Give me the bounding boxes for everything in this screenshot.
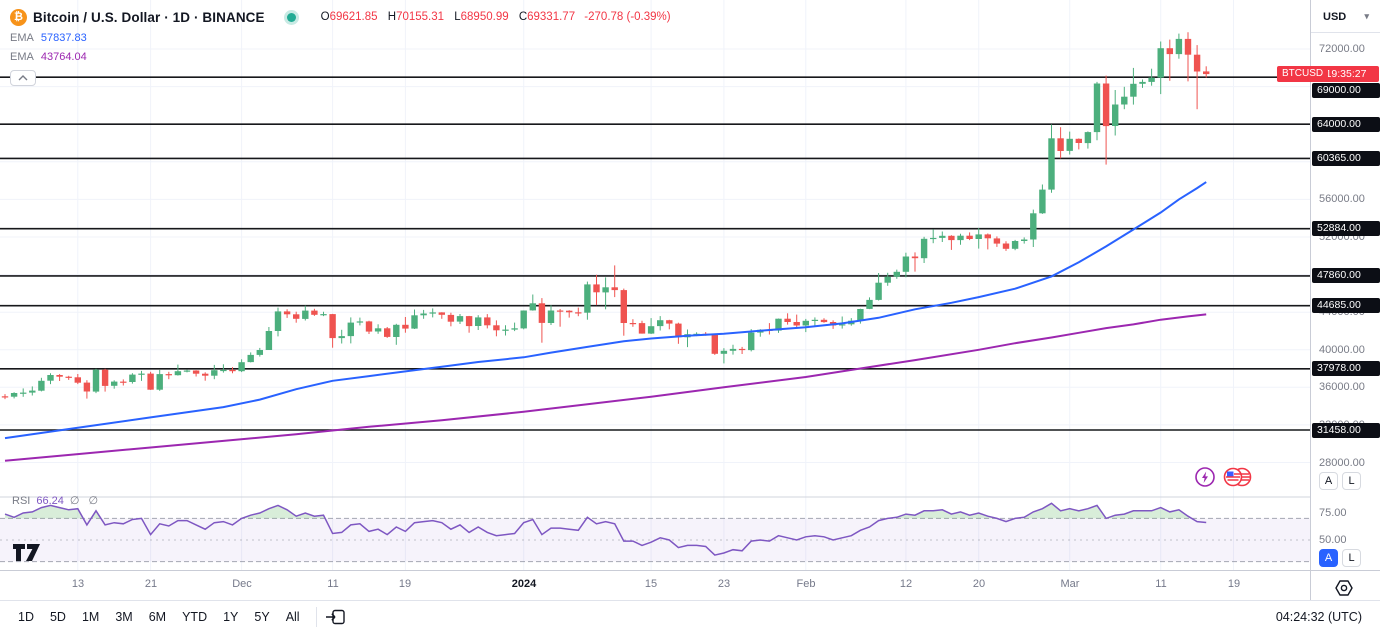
bottom-toolbar: 1D 5D 1M 3M 6M YTD 1Y 5Y All 04:24:32 (UTC) [0,600,1380,633]
economic-events-flags-icon[interactable] [1222,466,1254,488]
chevron-down-icon: ▾ [1364,11,1369,21]
ema-slow-line[interactable] [4,313,1207,462]
time-tick: 19 [1227,578,1241,590]
price-tick: 56000.00 [1319,192,1365,207]
time-tick: Mar [1060,578,1080,590]
low-label: L [454,11,461,23]
bar-countdown: 19:35:27 [1313,66,1379,82]
open-label: O [320,11,330,23]
symbol-price-tag: BTCUSD [1277,66,1329,82]
time-tick: 11 [1155,578,1167,590]
range-button-6m[interactable]: 6M [148,610,167,624]
time-tick: 11 [327,578,339,590]
collapse-panel-button[interactable] [10,70,36,86]
change-value: -270.78 (-0.39%) [584,11,671,23]
price-level-label: 52884.00 [1312,221,1380,236]
range-button-5d[interactable]: 5D [49,610,66,624]
chart-canvas[interactable] [0,0,1310,570]
rsi-legend[interactable]: RSI 66.24 ∅ ∅ [12,494,102,508]
range-button-ytd[interactable]: YTD [182,610,208,624]
price-tick: 72000.00 [1319,42,1365,57]
low-value: 68950.99 [460,11,509,23]
range-button-5y[interactable]: 5Y [254,610,270,624]
open-value: 69621.85 [329,11,378,23]
high-label: H [387,11,397,23]
time-tick: 15 [644,578,658,590]
log-scale-button[interactable]: L [1342,472,1361,490]
ema-slow-value: 43764.04 [40,50,87,63]
price-level-lines[interactable] [0,76,1310,431]
price-tick: 40000.00 [1319,343,1365,358]
goto-date-button[interactable] [325,607,347,627]
session-clock[interactable]: 04:24:32 (UTC) [1275,610,1362,624]
symbol-title[interactable]: Bitcoin / U.S. Dollar · 1D · BINANCE [33,9,265,25]
price-level-label: 69000.00 [1312,83,1380,98]
ema-slow-legend[interactable]: EMA 43764.04 [10,47,671,66]
time-tick: 20 [972,578,986,590]
ema-fast-legend[interactable]: EMA 57837.83 [10,28,671,47]
toolbar-divider [315,607,317,627]
rsi-tick: 50.00 [1319,533,1347,548]
close-value: 69331.77 [527,11,576,23]
high-value: 70155.31 [396,11,445,23]
time-tick: 13 [71,578,85,590]
rsi-params: ∅ ∅ [69,495,102,507]
time-tick: 19 [398,578,412,590]
tradingview-logo-icon[interactable] [12,543,42,567]
time-tick: 2024 [511,578,537,590]
currency-label: USD [1323,10,1347,23]
range-button-1d[interactable]: 1D [18,610,34,624]
price-tick: 28000.00 [1319,456,1365,471]
calendar-goto-icon [325,609,345,625]
symbol-row[interactable]: ₿ Bitcoin / U.S. Dollar · 1D · BINANCE O… [10,6,671,28]
ema-fast-line[interactable] [4,181,1207,440]
market-status-icon[interactable] [286,12,296,22]
time-tick: Dec [232,578,252,590]
settings-gear-icon[interactable] [1333,577,1357,599]
close-label: C [518,11,528,23]
price-level-label: 47860.00 [1312,268,1380,283]
rsi-name: RSI [12,494,31,507]
price-level-label: 44685.00 [1312,298,1380,313]
rsi-value: 66.24 [36,494,64,507]
time-axis[interactable]: 13 21 Dec 11 19 2024 15 23 Feb 12 20 Mar 11 19 [0,570,1310,600]
range-button-1y[interactable]: 1Y [223,610,239,624]
price-level-label: 64000.00 [1312,117,1380,132]
price-level-label: 31458.00 [1312,423,1380,438]
auto-scale-button[interactable]: A [1319,472,1338,490]
lightning-alert-icon[interactable] [1194,466,1216,488]
rsi-tick: 75.00 [1319,506,1347,521]
price-level-label: 60365.00 [1312,151,1380,166]
chevron-up-icon [18,75,28,81]
price-tick: 36000.00 [1319,380,1365,395]
time-tick: 21 [144,578,158,590]
ohlc-values: O69621.85 H70155.31 L68950.99 C69331.77 … [314,11,671,23]
currency-dropdown[interactable]: USD ▾ [1317,6,1375,27]
range-button-all[interactable]: All [285,610,300,624]
range-button-1m[interactable]: 1M [81,610,100,624]
time-tick: Feb [796,578,816,590]
range-button-3m[interactable]: 3M [115,610,133,624]
range-buttons: 1D 5D 1M 3M 6M YTD 1Y 5Y All [10,607,308,627]
time-tick: 23 [717,578,731,590]
rsi-auto-scale-button[interactable]: A [1319,549,1338,567]
time-tick: 12 [899,578,913,590]
axis-corner-separator [1311,570,1380,571]
chart-header: ₿ Bitcoin / U.S. Dollar · 1D · BINANCE O… [10,6,671,86]
rsi-log-scale-button[interactable]: L [1342,549,1361,567]
axis-separator [1311,32,1380,33]
rsi-overbought-fill [5,503,1192,519]
ema-fast-value: 57837.83 [40,31,87,44]
rsi-line[interactable] [4,502,1207,556]
price-axis[interactable]: USD ▾ 19:35:27 A L A L 72000.00 56000.00 5… [1310,0,1380,600]
price-level-label: 37978.00 [1312,361,1380,376]
candlestick-series[interactable] [1,32,1210,400]
bitcoin-icon: ₿ [10,8,27,26]
ema-fast-name: EMA [10,31,34,44]
pane-icons [1194,466,1254,488]
ema-slow-name: EMA [10,50,34,63]
